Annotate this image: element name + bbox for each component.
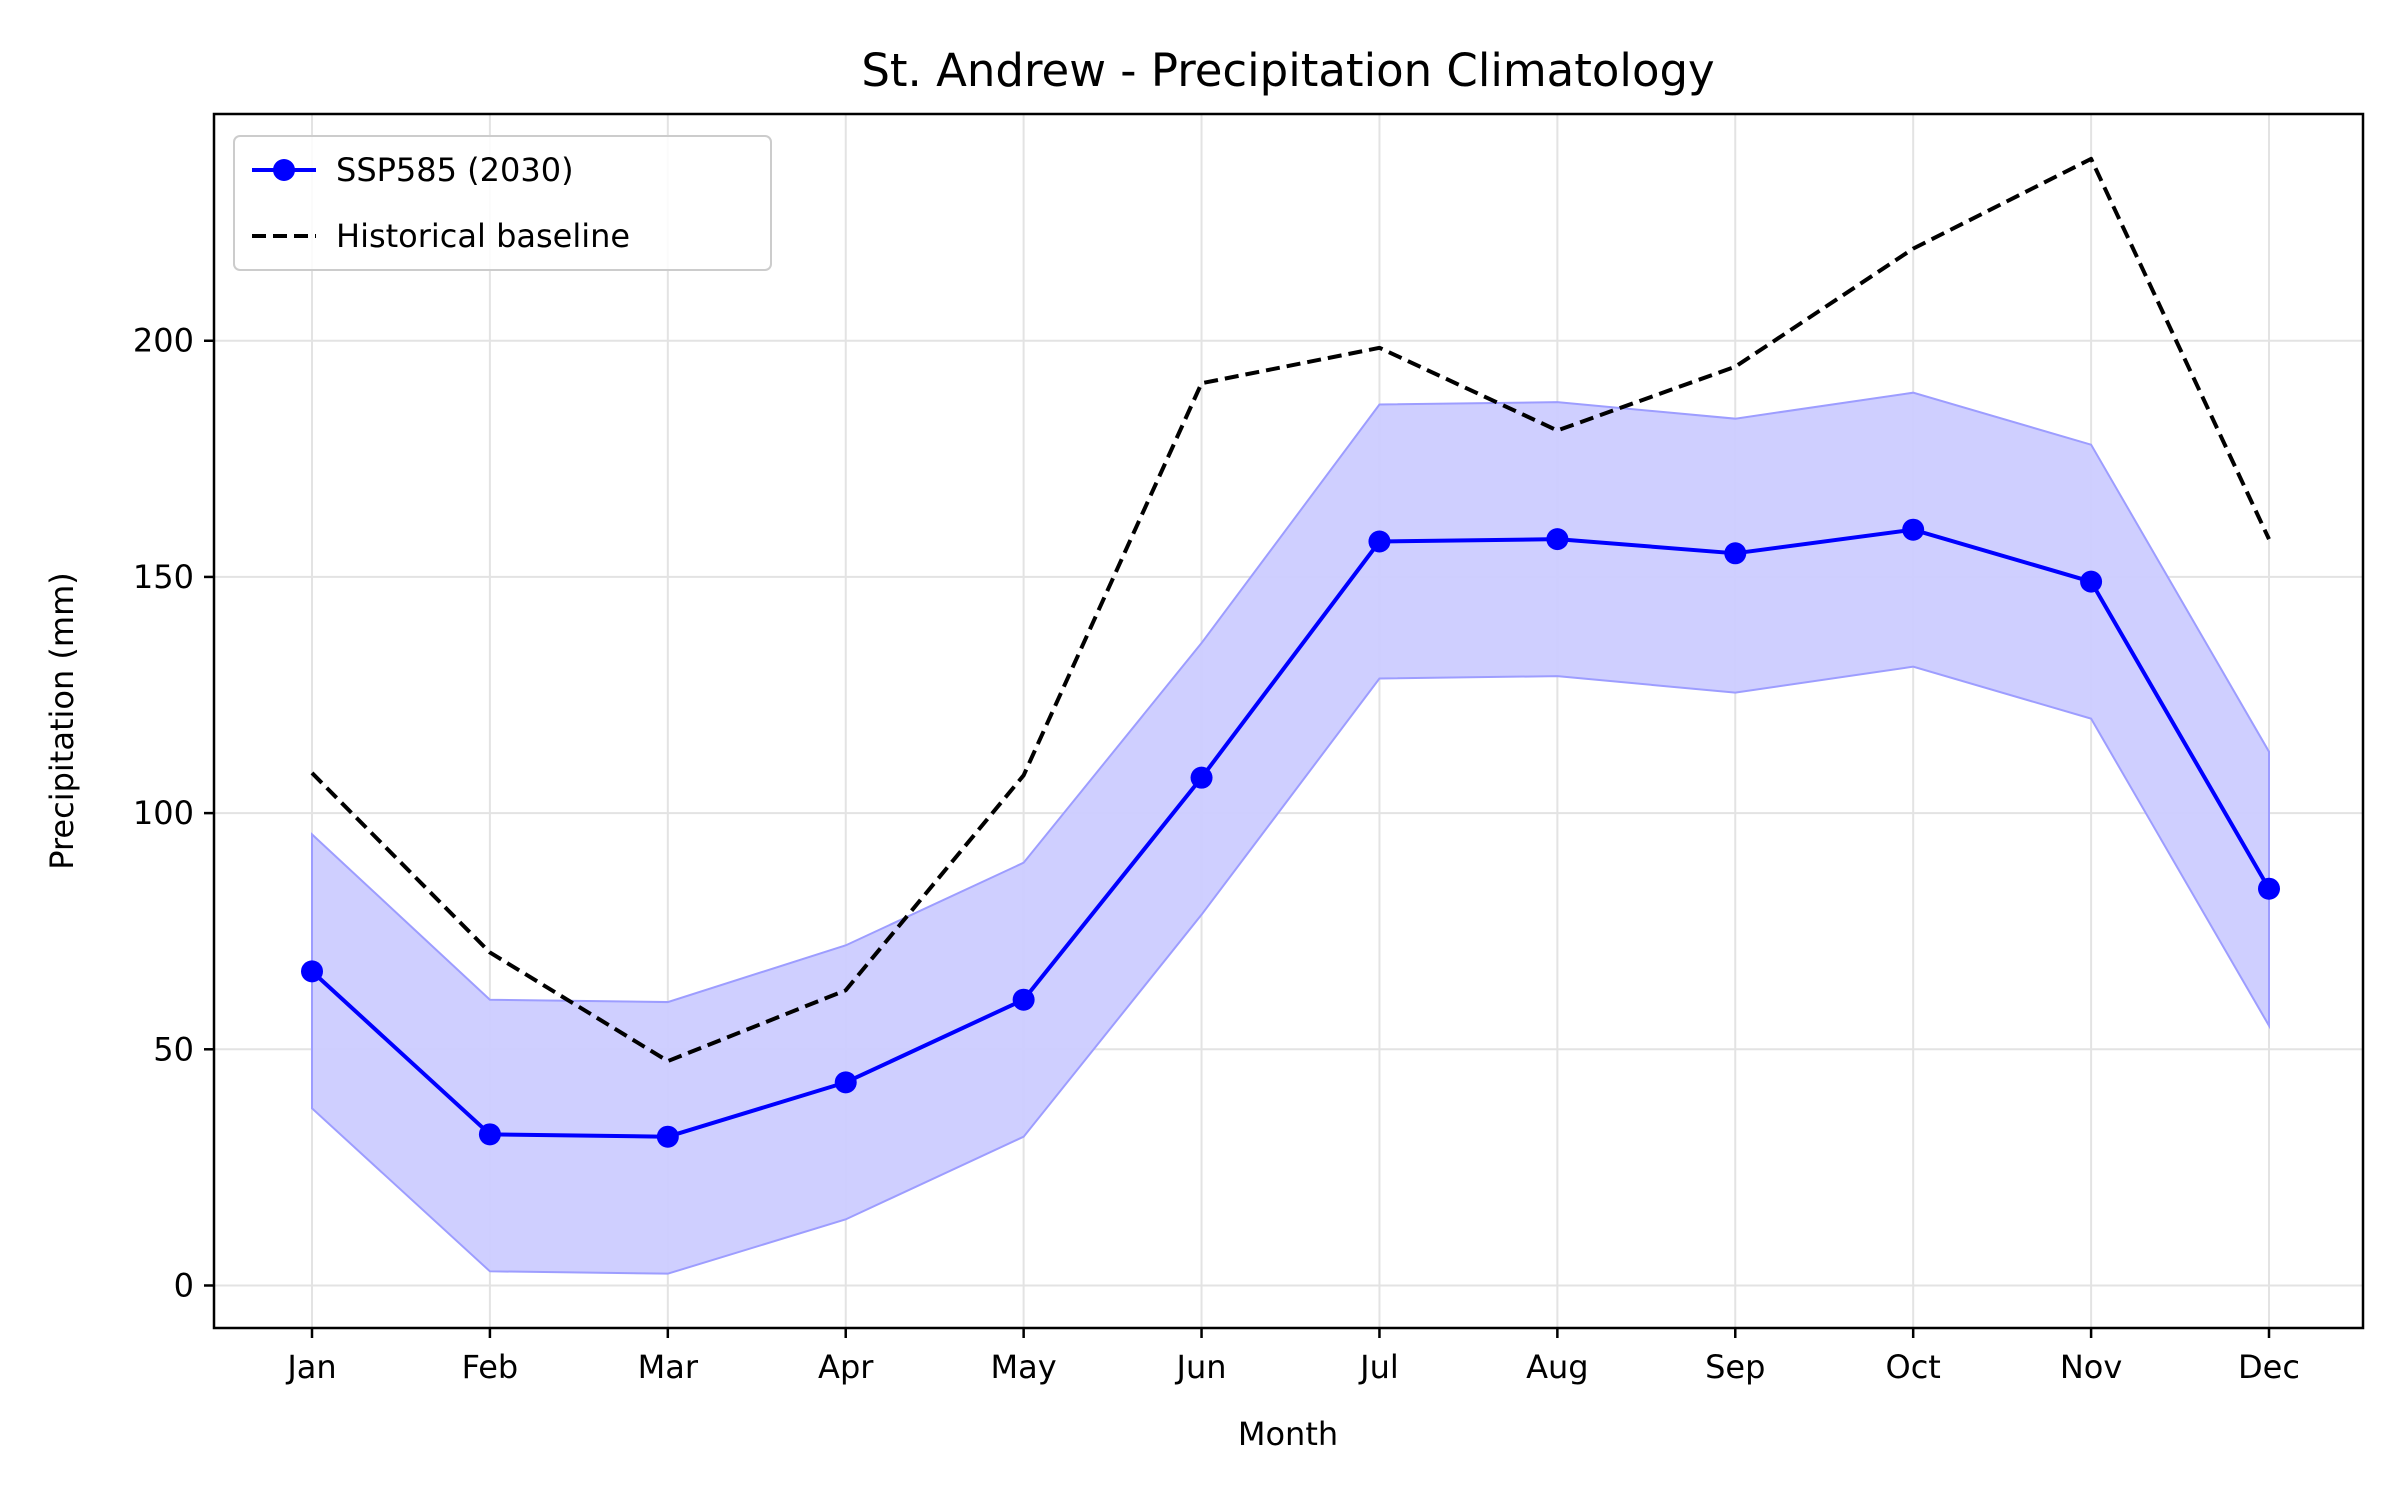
x-tick-label: Oct xyxy=(1886,1348,1941,1386)
y-axis: 0 50 100 150 200 xyxy=(133,322,214,1304)
uncertainty-band xyxy=(311,391,2270,1275)
x-tick-label: May xyxy=(991,1348,1057,1386)
ssp585-marker xyxy=(2258,877,2280,900)
ssp585-marker xyxy=(2080,570,2103,593)
x-tick-label: Jan xyxy=(285,1348,336,1386)
ssp585-marker xyxy=(834,1071,857,1094)
x-tick-label: Sep xyxy=(1705,1348,1765,1386)
historical-baseline-line xyxy=(310,156,2271,1064)
ssp585-marker xyxy=(1902,518,1925,541)
x-axis: Jan Feb Mar Apr May Jun Jul Aug Sep Oct Nov Dec xyxy=(285,1328,2300,1386)
ssp585-line xyxy=(310,527,2271,1139)
ssp585-marker xyxy=(656,1125,679,1148)
y-tick-label: 50 xyxy=(153,1030,194,1068)
ssp585-marker xyxy=(301,960,323,983)
ssp585-marker xyxy=(1190,766,1213,789)
y-tick-label: 0 xyxy=(174,1266,194,1304)
y-axis-label: Precipitation (mm) xyxy=(43,572,81,870)
ssp585-marker xyxy=(1546,528,1569,551)
y-tick-label: 100 xyxy=(133,794,194,832)
x-tick-label: Dec xyxy=(2238,1348,2300,1386)
legend-box xyxy=(233,135,772,271)
uncertainty-band-layer xyxy=(311,391,2270,1275)
x-tick-label: Jul xyxy=(1358,1348,1399,1386)
legend-label: SSP585 (2030) xyxy=(336,151,574,189)
chart-title: St. Andrew - Precipitation Climatology xyxy=(861,44,1714,97)
legend-label: Historical baseline xyxy=(336,217,630,255)
x-tick-label: Aug xyxy=(1526,1348,1588,1386)
grid-lines xyxy=(214,114,2363,1328)
x-axis-label: Month xyxy=(1238,1415,1338,1453)
ssp585-marker xyxy=(1724,542,1747,565)
series-layer xyxy=(301,156,2280,1148)
ssp585-marker xyxy=(478,1123,501,1146)
x-tick-label: Apr xyxy=(818,1348,874,1386)
ssp585-marker xyxy=(1368,530,1391,553)
x-tick-label: Feb xyxy=(462,1348,519,1386)
x-tick-label: Mar xyxy=(638,1348,699,1386)
y-tick-label: 150 xyxy=(133,558,194,596)
x-tick-label: Jun xyxy=(1175,1348,1227,1386)
legend-marker xyxy=(273,159,295,181)
legend: SSP585 (2030) Historical baseline xyxy=(233,135,772,271)
ssp585-marker xyxy=(1012,988,1035,1011)
y-tick-label: 200 xyxy=(133,322,194,360)
x-tick-label: Nov xyxy=(2060,1348,2122,1386)
plot-frame xyxy=(212,112,2365,1330)
